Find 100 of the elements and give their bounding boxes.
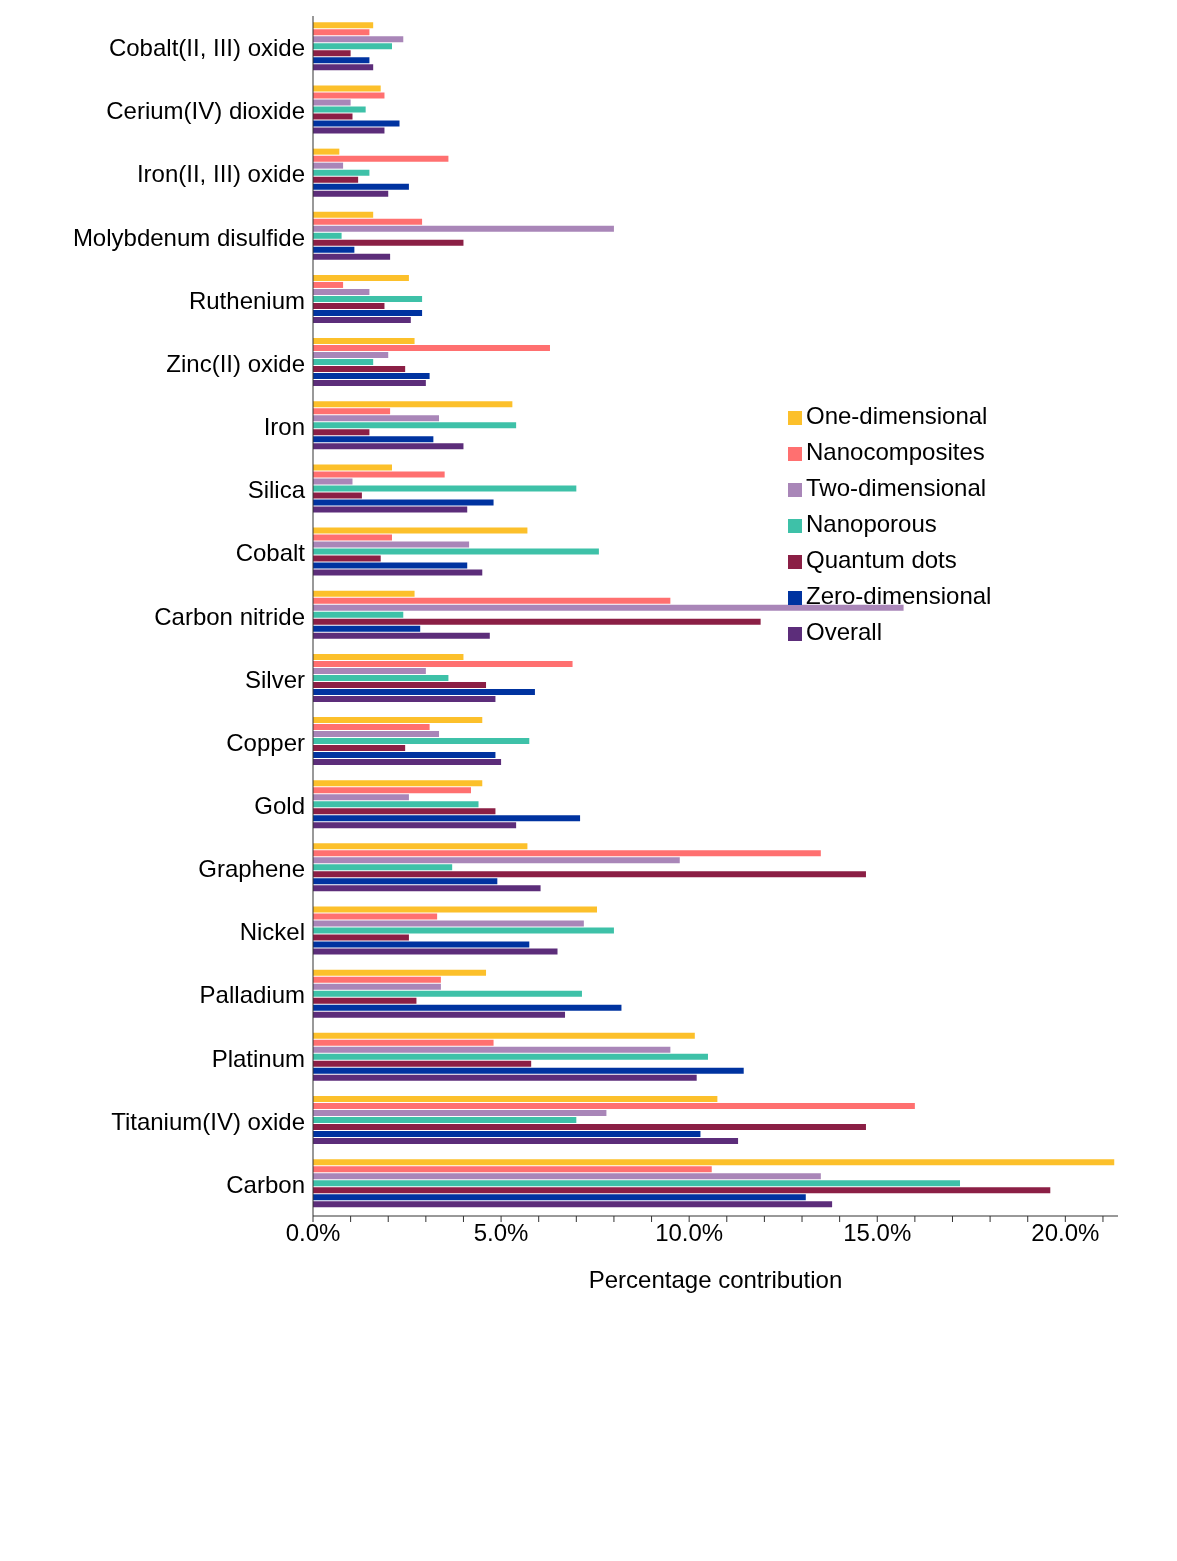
legend-label: Nanoporous <box>806 510 937 537</box>
bar <box>313 569 483 576</box>
bar <box>313 1053 708 1060</box>
bar <box>313 913 438 920</box>
bar <box>313 232 342 239</box>
bar <box>313 106 366 113</box>
bar <box>313 1032 695 1039</box>
bar <box>313 653 464 660</box>
bar <box>313 499 494 506</box>
bar <box>313 548 599 555</box>
bar <box>313 464 392 471</box>
bar <box>313 759 502 766</box>
bar <box>313 815 581 822</box>
bar <box>313 316 411 323</box>
bar <box>313 969 487 976</box>
bar <box>313 176 359 183</box>
bar <box>313 288 370 295</box>
x-tick-label: 10.0% <box>655 1219 724 1247</box>
legend-label: Two-dimensional <box>806 474 987 501</box>
bar <box>313 878 498 885</box>
x-tick-label: 0.0% <box>285 1219 341 1247</box>
bar <box>313 169 370 176</box>
y-tick-label: Silver <box>244 665 305 693</box>
bar <box>313 752 496 759</box>
bar <box>313 57 370 64</box>
bar <box>313 927 614 934</box>
bar <box>313 253 391 260</box>
bar <box>313 934 409 941</box>
bar <box>313 113 353 120</box>
bar <box>313 148 340 155</box>
bar <box>313 948 558 955</box>
bar <box>313 345 550 352</box>
bar <box>313 871 866 878</box>
bar <box>313 1187 1051 1194</box>
bar <box>313 478 353 485</box>
bar <box>313 681 487 688</box>
y-tick-label: Silica <box>247 476 306 504</box>
bar <box>313 1138 739 1144</box>
bar <box>313 162 344 169</box>
bar <box>313 604 904 611</box>
bar <box>313 190 389 197</box>
bar <box>313 660 573 667</box>
bar <box>313 1096 718 1102</box>
x-tick-label: 20.0% <box>1031 1219 1100 1247</box>
y-tick-label: Copper <box>226 728 305 756</box>
bar <box>313 92 385 99</box>
bar <box>313 695 496 702</box>
bar <box>313 850 821 857</box>
y-tick-label: Palladium <box>199 981 305 1009</box>
bar <box>313 225 614 232</box>
bar <box>313 1110 607 1116</box>
bar <box>313 366 406 373</box>
bar <box>313 64 374 71</box>
bar <box>313 338 415 345</box>
bar <box>313 1159 1115 1166</box>
bar <box>313 906 598 913</box>
bar <box>313 787 471 794</box>
y-tick-label: Cerium(IV) dioxide <box>106 97 305 125</box>
bar <box>313 274 409 281</box>
bar <box>313 359 374 366</box>
y-tick-label: Cobalt(II, III) oxide <box>108 34 305 62</box>
y-tick-label: Cobalt <box>235 539 306 567</box>
bar <box>313 990 582 997</box>
bar <box>313 408 391 415</box>
bar <box>313 738 530 745</box>
y-tick-label: Gold <box>254 791 305 819</box>
bar <box>313 422 517 429</box>
bar <box>313 373 430 380</box>
bar <box>313 1201 833 1208</box>
bar <box>313 843 528 850</box>
bar <box>313 50 351 57</box>
bar <box>313 976 441 983</box>
bar <box>313 436 434 443</box>
y-tick-label: Zinc(II) oxide <box>166 349 305 377</box>
bar <box>313 99 351 106</box>
bar <box>313 632 490 639</box>
bar <box>313 597 671 604</box>
y-tick-label: Iron <box>263 413 305 441</box>
bar <box>313 380 426 387</box>
bar <box>313 506 468 513</box>
bar <box>313 211 374 218</box>
bar <box>313 309 423 316</box>
y-tick-label: Carbon <box>226 1170 305 1198</box>
bar <box>313 120 400 127</box>
bar <box>313 555 381 562</box>
bar <box>313 36 404 43</box>
bar <box>313 183 409 190</box>
legend-label: Quantum dots <box>806 546 957 573</box>
bar <box>313 127 385 134</box>
bar <box>313 239 464 246</box>
bar <box>313 864 453 871</box>
bar <box>313 471 445 478</box>
y-tick-label: Titanium(IV) oxide <box>111 1107 305 1135</box>
legend-label: Zero-dimensional <box>806 582 992 609</box>
bar <box>313 1173 821 1180</box>
bar <box>313 1011 566 1018</box>
bar <box>313 29 370 36</box>
legend-label: Nanocomposites <box>806 438 985 465</box>
bar <box>313 1166 712 1173</box>
bar <box>313 43 392 50</box>
